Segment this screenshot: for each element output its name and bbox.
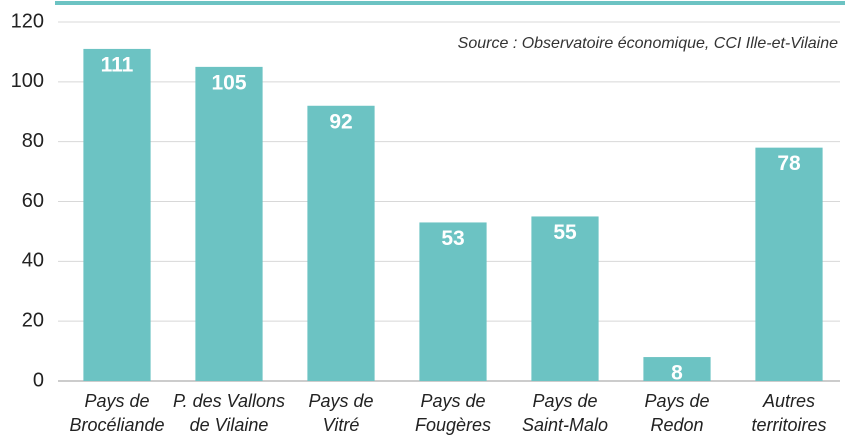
y-tick-label: 100 xyxy=(11,70,44,92)
x-tick-label: de Vilaine xyxy=(190,415,269,435)
x-tick-label: territoires xyxy=(751,415,826,435)
value-label: 8 xyxy=(671,362,683,385)
bar xyxy=(531,216,599,381)
x-tick-label: Brocéliande xyxy=(69,415,164,435)
value-label: 111 xyxy=(101,53,134,76)
y-tick-label: 0 xyxy=(33,369,44,391)
bar xyxy=(307,105,375,382)
x-tick-label: Vitré xyxy=(323,415,360,435)
annotation: Source : Observatoire économique, CCI Il… xyxy=(458,35,838,52)
value-label: 92 xyxy=(329,110,352,133)
x-tick-label: Pays de xyxy=(84,391,149,411)
x-tick-label: Autres xyxy=(762,391,815,411)
y-tick-label: 60 xyxy=(22,190,44,212)
bar xyxy=(83,48,151,382)
y-tick-label: 120 xyxy=(11,10,44,32)
bar xyxy=(419,222,487,381)
value-label: 55 xyxy=(553,221,577,244)
value-label: 105 xyxy=(211,71,246,94)
value-label: 78 xyxy=(777,152,801,175)
x-tick-label: Pays de xyxy=(644,391,709,411)
x-tick-label: Pays de xyxy=(308,391,373,411)
y-tick-label: 40 xyxy=(22,250,44,272)
y-tick-label: 20 xyxy=(22,309,44,331)
x-tick-label: Fougères xyxy=(415,415,491,435)
value-label: 53 xyxy=(441,227,464,250)
bar xyxy=(755,147,823,381)
x-tick-label: Saint-Malo xyxy=(522,415,608,435)
bar xyxy=(195,66,263,381)
x-tick-label: P. des Vallons xyxy=(173,391,285,411)
y-tick-label: 80 xyxy=(22,130,44,152)
bar xyxy=(643,357,711,381)
x-tick-label: Redon xyxy=(650,415,703,435)
x-tick-label: Pays de xyxy=(420,391,485,411)
x-tick-label: Pays de xyxy=(532,391,597,411)
